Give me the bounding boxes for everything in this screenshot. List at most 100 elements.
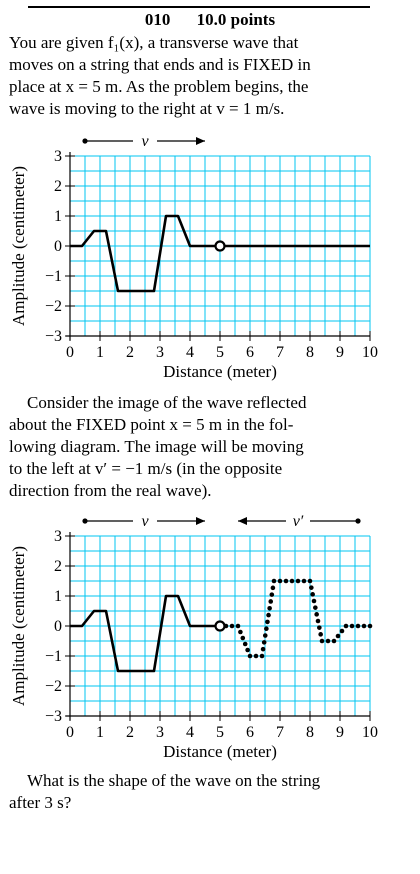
velocity-arrow-head <box>196 517 205 525</box>
y-axis-label: Amplitude (centimeter) <box>9 546 28 706</box>
image-wave-dot <box>269 592 275 597</box>
image-wave-dot <box>310 592 315 597</box>
problem-number: 010 <box>144 10 171 29</box>
image-wave-dot <box>318 632 323 637</box>
y-tick-label: 0 <box>54 618 62 635</box>
velocity-label: v <box>141 133 149 150</box>
x-tick-label: 3 <box>156 724 164 741</box>
reflection-line: to the left at v′ = −1 m/s (in the oppos… <box>9 459 283 478</box>
image-wave-dot <box>247 653 253 659</box>
image-wave-dot <box>259 653 265 659</box>
image-wave-dot <box>261 640 267 645</box>
x-tick-label: 4 <box>186 344 194 361</box>
x-axis-label: Distance (meter) <box>163 362 277 381</box>
intro-line: moves on a string that ends and is FIXED… <box>9 55 311 74</box>
fixed-point-marker <box>214 620 226 632</box>
question-line: after 3 s? <box>9 793 72 812</box>
image-wave-dot <box>262 633 268 638</box>
image-wave-dot <box>238 629 243 635</box>
intro-line: wave is moving to the right at v = 1 m/s… <box>9 99 285 118</box>
x-tick-label: 9 <box>336 344 344 361</box>
x-tick-label: 6 <box>246 724 254 741</box>
image-wave-dot <box>266 612 271 618</box>
x-tick-label: 0 <box>66 724 74 741</box>
image-wave-dot <box>245 647 250 653</box>
image-wave-dot <box>229 623 235 629</box>
velocity-arrow-head <box>196 137 205 145</box>
image-wave-dot <box>301 578 307 584</box>
intro-line: You are given f₁(x), a transverse wave t… <box>9 33 299 52</box>
y-tick-label: −2 <box>45 678 62 695</box>
image-wave-dot <box>267 605 272 611</box>
image-wave-dot <box>277 578 283 584</box>
x-tick-label: 1 <box>96 344 104 361</box>
top-rule <box>28 6 370 8</box>
image-wave-dot <box>325 638 331 644</box>
image-wave-dot <box>331 638 337 644</box>
image-wave-dot <box>335 633 341 639</box>
image-wave-dot <box>260 646 266 652</box>
x-axis-label: Distance (meter) <box>163 742 277 761</box>
x-tick-label: 7 <box>276 724 284 741</box>
wave-line <box>70 214 220 293</box>
y-tick-label: −1 <box>45 268 62 285</box>
image-wave-dot <box>289 578 295 584</box>
x-tick-label: 10 <box>362 344 378 361</box>
velocity-arrow-tail <box>82 138 88 144</box>
y-tick-label: 0 <box>54 238 62 255</box>
x-tick-label: 2 <box>126 344 134 361</box>
question-line: What is the shape of the wave on the str… <box>27 771 321 790</box>
y-tick-label: 1 <box>54 208 62 225</box>
x-tick-label: 0 <box>66 344 74 361</box>
velocity-label: v′ <box>293 513 304 530</box>
image-wave-dot <box>311 598 317 604</box>
image-wave-dot <box>343 623 349 629</box>
image-wave-dot <box>319 638 325 644</box>
image-wave-dot <box>253 653 259 659</box>
y-axis-label: Amplitude (centimeter) <box>9 166 28 326</box>
image-wave-dot <box>315 618 321 624</box>
image-wave-dot <box>264 626 269 632</box>
image-wave-dot <box>242 641 248 647</box>
x-tick-label: 5 <box>216 344 224 361</box>
image-wave-dot <box>339 628 345 634</box>
velocity-arrow-tail <box>355 518 361 524</box>
image-wave-dot <box>309 585 314 590</box>
x-tick-label: 8 <box>306 724 314 741</box>
reflection-paragraph: Consider the image of the wave reflected… <box>9 392 379 502</box>
y-tick-label: 2 <box>54 178 62 195</box>
image-wave-dot <box>295 578 301 584</box>
image-wave-dot <box>270 585 276 591</box>
image-wave-dot <box>271 578 277 584</box>
image-wave-dot <box>349 623 355 629</box>
problem-header: 010 10.0 points <box>0 10 420 30</box>
image-wave-dot <box>268 599 274 604</box>
reflection-line: Consider the image of the wave reflected <box>27 393 307 412</box>
y-tick-label: 3 <box>54 148 62 165</box>
wave-line <box>70 594 220 673</box>
image-wave-dot <box>355 623 361 629</box>
x-tick-label: 4 <box>186 724 194 741</box>
x-tick-label: 6 <box>246 344 254 361</box>
image-wave-dot <box>314 612 319 617</box>
x-tick-label: 8 <box>306 344 314 361</box>
y-tick-label: 3 <box>54 528 62 545</box>
x-tick-label: 2 <box>126 724 134 741</box>
reflection-line: lowing diagram. The image will be moving <box>9 437 304 456</box>
x-tick-label: 7 <box>276 344 284 361</box>
image-wave-dot <box>265 619 270 625</box>
y-tick-label: −2 <box>45 298 62 315</box>
intro-line: place at x = 5 m. As the problem begins,… <box>9 77 309 96</box>
image-wave-dot <box>283 578 289 584</box>
image-wave-dot <box>317 625 322 630</box>
velocity-arrow-head <box>238 517 247 525</box>
image-wave-dot <box>307 578 313 584</box>
image-wave-dot <box>313 605 318 610</box>
image-wave-dot <box>361 623 367 629</box>
image-wave-dot <box>235 623 241 629</box>
image-wave-dot <box>240 635 246 641</box>
fixed-point-marker <box>214 240 226 252</box>
reflection-line: direction from the real wave). <box>9 481 212 500</box>
